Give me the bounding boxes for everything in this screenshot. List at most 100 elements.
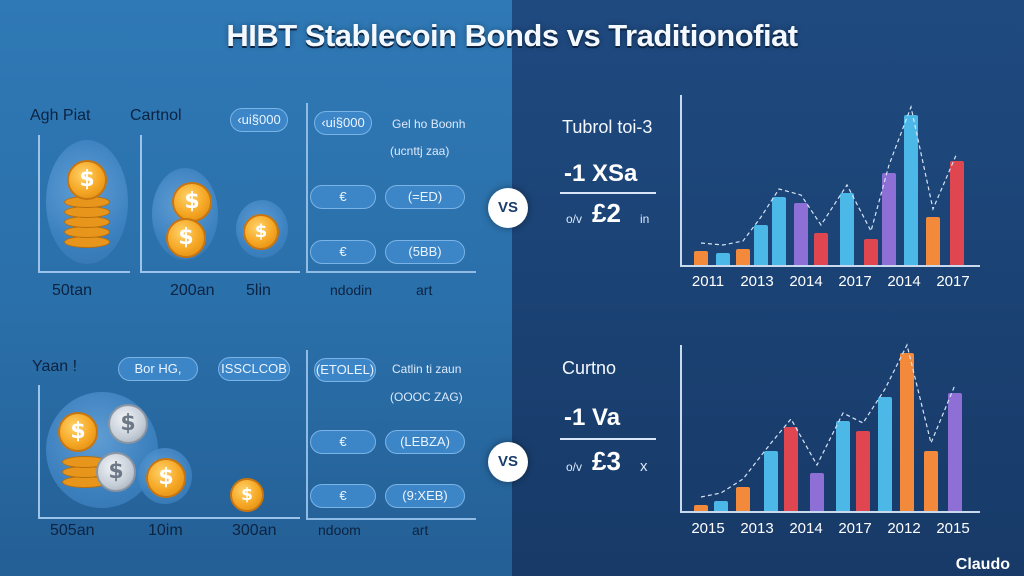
top-right-suffix: in [640, 212, 650, 226]
vs-badge-bottom: VS [488, 442, 528, 482]
top-left-label-b: Cartnol [130, 107, 182, 124]
bottom-left-info-panel [306, 350, 476, 520]
trend-polyline [700, 104, 958, 246]
vs-badge-top: VS [488, 188, 528, 228]
year-tick-label: 2017 [838, 273, 872, 290]
bottom-right-bar-chart [680, 343, 980, 513]
year-tick-label: 2015 [936, 520, 970, 537]
chart-bar [840, 193, 854, 265]
top-left-axis-a [38, 135, 130, 273]
page-title: HIBT Stablecoin Bonds vs Traditionofiat [226, 18, 798, 53]
chart-bar [926, 217, 940, 265]
year-tick-label: 2014 [887, 273, 921, 290]
chart-bar [900, 353, 914, 511]
top-right-line-2: £2 [592, 198, 621, 228]
chart-bar [950, 161, 964, 265]
top-right-heading: Tubrol toi-3 [562, 117, 653, 137]
bottom-left-value-c: 300an [232, 522, 277, 539]
bottom-left-value-b: 10im [148, 522, 183, 539]
top-left-value-b: 200an [170, 282, 215, 299]
chart-bar [694, 251, 708, 265]
bottom-left-pill-1: (ETOLEL) [314, 358, 376, 382]
chart-bar [716, 253, 730, 265]
top-left-info-panel [306, 103, 476, 273]
chart-bar [794, 203, 808, 265]
top-left-value-a: 50tan [52, 282, 93, 299]
bottom-left-currency-pill: € [310, 430, 376, 454]
bottom-left-side-line-1: Catlin ti zaun [392, 362, 462, 376]
chart-bar [856, 431, 870, 511]
chart-bar [904, 115, 918, 265]
bottom-left-tag-b: ISSCLCOB [218, 357, 290, 381]
bottom-right-prefix: o/v [566, 460, 583, 474]
dollar-coin-icon: $ [58, 412, 98, 452]
year-tick-label: 2014 [789, 520, 823, 537]
top-left-side-line-2: (ucnttj zaa) [390, 144, 450, 158]
year-tick-label: 2012 [887, 520, 921, 537]
chart-bar [864, 239, 878, 265]
top-left-label-a: Agh Piat [30, 107, 91, 124]
bottom-right-line-1: -1 Va [564, 404, 621, 431]
top-left-currency-pill: € [310, 185, 376, 209]
top-right-line-1: -1 XSa [564, 160, 638, 187]
top-left-value-d: ndodin [330, 282, 373, 298]
year-tick-label: 2015 [691, 520, 725, 537]
dollar-coin-icon: $ [67, 160, 107, 200]
silver-coin-icon: $ [108, 404, 148, 444]
bottom-left-label-a: Yaan ! [32, 358, 78, 375]
bottom-right-line-2: £3 [592, 446, 621, 476]
year-tick-label: 2017 [936, 273, 970, 290]
chart-bar [754, 225, 768, 265]
chart-bar [948, 393, 962, 511]
top-right-prefix: o/v [566, 212, 583, 226]
top-left-value-c: 5lin [246, 282, 271, 299]
chart-bar [736, 249, 750, 265]
top-left-value-e: art [416, 282, 433, 298]
chart-bar [814, 233, 828, 265]
top-left-pill-2: (=ED) [385, 185, 465, 209]
chart-bar [810, 473, 824, 511]
chart-bar [714, 501, 728, 511]
top-left-axis-b [140, 135, 300, 273]
dollar-coin-icon: $ [243, 214, 279, 250]
trend-line [700, 343, 956, 498]
chart-bar [924, 451, 938, 511]
bottom-left-value-d: ndoom [318, 522, 361, 538]
top-left-arrow-tag: ‹ui§000 [230, 108, 288, 132]
top-right-bar-chart [680, 95, 980, 267]
year-tick-label: 2014 [789, 273, 823, 290]
top-left-pill-3: (5BB) [385, 240, 465, 264]
year-tick-label: 2013 [740, 273, 774, 290]
top-left-side-line-1: Gel ho Boonh [392, 117, 466, 131]
chart-bar [736, 487, 750, 511]
dollar-coin-icon: $ [146, 458, 186, 498]
top-left-currency-pill: € [310, 240, 376, 264]
bottom-left-pill-2: (LEBZA) [385, 430, 465, 454]
dollar-coin-icon: $ [166, 218, 206, 258]
bottom-left-pill-3: (9:XEB) [385, 484, 465, 508]
bottom-left-value-a: 505an [50, 522, 95, 539]
bottom-left-currency-pill: € [310, 484, 376, 508]
chart-bar [882, 173, 896, 265]
chart-bar [694, 505, 708, 511]
top-left-pill-1: ‹ui§000 [314, 111, 372, 135]
trend-polyline [700, 343, 956, 498]
dollar-coin-icon: $ [230, 478, 264, 512]
silver-coin-icon: $ [96, 452, 136, 492]
chart-bar [772, 197, 786, 265]
bottom-right-heading: Curtno [562, 358, 617, 378]
brand-watermark: Claudo [955, 556, 1010, 573]
chart-bar [764, 451, 778, 511]
bottom-left-value-e: art [412, 522, 429, 538]
trend-line [700, 104, 958, 246]
top-right-divider [560, 192, 656, 194]
bottom-left-side-line-2: (OOOC ZAG) [390, 390, 463, 404]
chart-bar [784, 427, 798, 511]
bottom-left-tag-a: Bor HG, [118, 357, 198, 381]
year-tick-label: 2011 [691, 273, 725, 290]
bottom-right-divider [560, 438, 656, 440]
chart-bar [836, 421, 850, 511]
bottom-left-axis [38, 385, 300, 519]
year-tick-label: 2017 [838, 520, 872, 537]
bottom-right-suffix: x [640, 458, 648, 475]
